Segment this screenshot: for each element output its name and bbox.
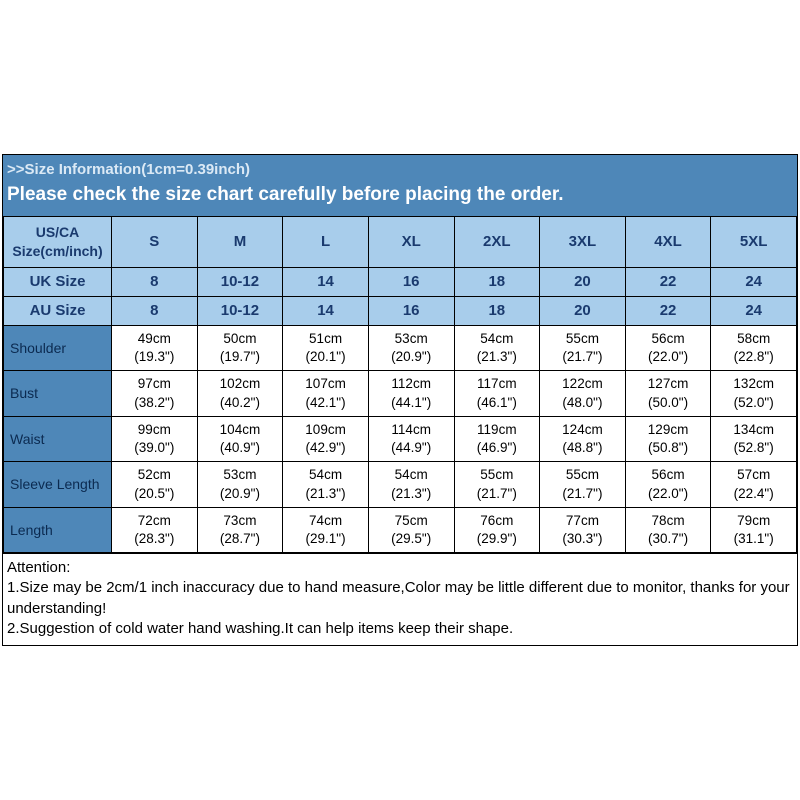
measurement-cell: 114cm(44.9") bbox=[368, 416, 454, 461]
measurement-cell: 134cm(52.8") bbox=[711, 416, 797, 461]
measurement-label: Bust bbox=[4, 371, 112, 416]
measurement-cell: 99cm(39.0") bbox=[112, 416, 198, 461]
measurement-label: Length bbox=[4, 507, 112, 552]
measurement-cell: 56cm(22.0") bbox=[625, 326, 711, 371]
au-size-cell: 14 bbox=[283, 296, 369, 325]
measurement-cell: 50cm(19.7") bbox=[197, 326, 283, 371]
col-5xl: 5XL bbox=[711, 216, 797, 267]
uk-size-cell: 22 bbox=[625, 267, 711, 296]
measurement-cell: 119cm(46.9") bbox=[454, 416, 540, 461]
uk-size-cell: 8 bbox=[112, 267, 198, 296]
measurement-cell: 55cm(21.7") bbox=[454, 462, 540, 507]
uk-size-cell: 24 bbox=[711, 267, 797, 296]
size-table: US/CA Size(cm/inch) S M L XL 2XL 3XL 4XL… bbox=[3, 216, 797, 553]
uk-size-cell: 14 bbox=[283, 267, 369, 296]
uk-size-cell: 20 bbox=[540, 267, 626, 296]
au-size-cell: 8 bbox=[112, 296, 198, 325]
col-3xl: 3XL bbox=[540, 216, 626, 267]
size-chart: >>Size Information(1cm=0.39inch) Please … bbox=[2, 154, 798, 646]
measurement-cell: 104cm(40.9") bbox=[197, 416, 283, 461]
measurement-cell: 54cm(21.3") bbox=[283, 462, 369, 507]
measurement-cell: 57cm(22.4") bbox=[711, 462, 797, 507]
measurement-cell: 79cm(31.1") bbox=[711, 507, 797, 552]
measurement-cell: 73cm(28.7") bbox=[197, 507, 283, 552]
measurement-cell: 54cm(21.3") bbox=[454, 326, 540, 371]
uk-size-cell: 10-12 bbox=[197, 267, 283, 296]
header-line2: Please check the size chart carefully be… bbox=[7, 184, 793, 206]
au-size-cell: 22 bbox=[625, 296, 711, 325]
measurement-cell: 58cm(22.8") bbox=[711, 326, 797, 371]
au-size-cell: 24 bbox=[711, 296, 797, 325]
header-line1: >>Size Information(1cm=0.39inch) bbox=[7, 161, 793, 178]
col-4xl: 4XL bbox=[625, 216, 711, 267]
measurement-cell: 53cm(20.9") bbox=[197, 462, 283, 507]
measurement-cell: 75cm(29.5") bbox=[368, 507, 454, 552]
measurement-cell: 49cm(19.3") bbox=[112, 326, 198, 371]
measurement-row: Waist99cm(39.0")104cm(40.9")109cm(42.9")… bbox=[4, 416, 797, 461]
measurement-cell: 109cm(42.9") bbox=[283, 416, 369, 461]
measurement-cell: 52cm(20.5") bbox=[112, 462, 198, 507]
measurement-cell: 129cm(50.8") bbox=[625, 416, 711, 461]
measurement-cell: 56cm(22.0") bbox=[625, 462, 711, 507]
measurement-row: Length72cm(28.3")73cm(28.7")74cm(29.1")7… bbox=[4, 507, 797, 552]
measurement-cell: 53cm(20.9") bbox=[368, 326, 454, 371]
measurement-cell: 51cm(20.1") bbox=[283, 326, 369, 371]
measurement-cell: 55cm(21.7") bbox=[540, 462, 626, 507]
measurement-cell: 72cm(28.3") bbox=[112, 507, 198, 552]
header: >>Size Information(1cm=0.39inch) Please … bbox=[3, 155, 797, 216]
measurement-cell: 124cm(48.8") bbox=[540, 416, 626, 461]
measurement-cell: 102cm(40.2") bbox=[197, 371, 283, 416]
attention: Attention: 1.Size may be 2cm/1 inch inac… bbox=[3, 553, 797, 645]
col-s: S bbox=[112, 216, 198, 267]
measurement-cell: 76cm(29.9") bbox=[454, 507, 540, 552]
measurement-cell: 77cm(30.3") bbox=[540, 507, 626, 552]
uk-size-cell: 16 bbox=[368, 267, 454, 296]
col-label-main: US/CA Size(cm/inch) bbox=[4, 216, 112, 267]
uk-size-row: UK Size810-12141618202224 bbox=[4, 267, 797, 296]
measurement-row: Bust97cm(38.2")102cm(40.2")107cm(42.1")1… bbox=[4, 371, 797, 416]
measurement-cell: 122cm(48.0") bbox=[540, 371, 626, 416]
measurement-cell: 97cm(38.2") bbox=[112, 371, 198, 416]
attention-line2: 2.Suggestion of cold water hand washing.… bbox=[7, 619, 793, 639]
measurement-cell: 127cm(50.0") bbox=[625, 371, 711, 416]
measurement-label: Shoulder bbox=[4, 326, 112, 371]
attention-line1: 1.Size may be 2cm/1 inch inaccuracy due … bbox=[7, 578, 793, 619]
measurement-cell: 112cm(44.1") bbox=[368, 371, 454, 416]
measurement-cell: 132cm(52.0") bbox=[711, 371, 797, 416]
uk-size-label: UK Size bbox=[4, 267, 112, 296]
au-size-cell: 16 bbox=[368, 296, 454, 325]
measurement-row: Shoulder49cm(19.3")50cm(19.7")51cm(20.1"… bbox=[4, 326, 797, 371]
measurement-cell: 107cm(42.1") bbox=[283, 371, 369, 416]
au-size-cell: 18 bbox=[454, 296, 540, 325]
au-size-label: AU Size bbox=[4, 296, 112, 325]
col-l: L bbox=[283, 216, 369, 267]
header-row: US/CA Size(cm/inch) S M L XL 2XL 3XL 4XL… bbox=[4, 216, 797, 267]
measurement-cell: 55cm(21.7") bbox=[540, 326, 626, 371]
measurement-cell: 74cm(29.1") bbox=[283, 507, 369, 552]
au-size-cell: 20 bbox=[540, 296, 626, 325]
col-2xl: 2XL bbox=[454, 216, 540, 267]
au-size-cell: 10-12 bbox=[197, 296, 283, 325]
uk-size-cell: 18 bbox=[454, 267, 540, 296]
attention-title: Attention: bbox=[7, 558, 793, 578]
measurement-label: Waist bbox=[4, 416, 112, 461]
measurement-label: Sleeve Length bbox=[4, 462, 112, 507]
measurement-cell: 54cm(21.3") bbox=[368, 462, 454, 507]
col-xl: XL bbox=[368, 216, 454, 267]
measurement-row: Sleeve Length52cm(20.5")53cm(20.9")54cm(… bbox=[4, 462, 797, 507]
measurement-cell: 78cm(30.7") bbox=[625, 507, 711, 552]
measurement-cell: 117cm(46.1") bbox=[454, 371, 540, 416]
col-m: M bbox=[197, 216, 283, 267]
au-size-row: AU Size810-12141618202224 bbox=[4, 296, 797, 325]
